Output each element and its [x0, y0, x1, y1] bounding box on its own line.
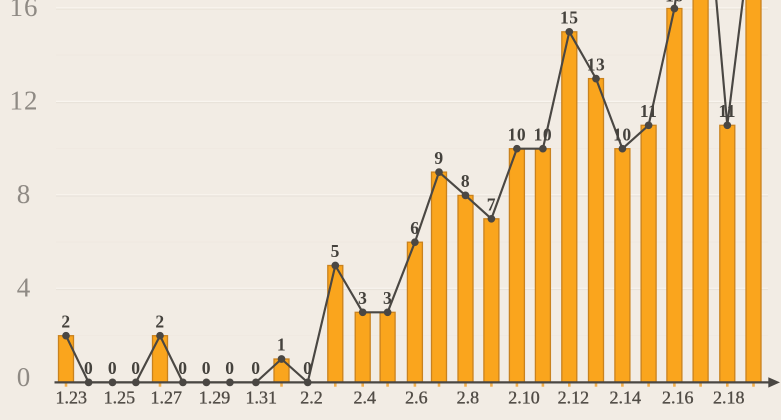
svg-text:2.10: 2.10 — [508, 388, 540, 408]
svg-text:9: 9 — [434, 148, 443, 168]
svg-text:1.27: 1.27 — [151, 388, 183, 408]
svg-text:0: 0 — [303, 358, 312, 378]
svg-text:15: 15 — [560, 8, 579, 28]
svg-text:4: 4 — [17, 272, 32, 302]
svg-text:6: 6 — [410, 218, 419, 238]
svg-text:0: 0 — [108, 358, 117, 378]
svg-text:1.29: 1.29 — [199, 388, 231, 408]
svg-text:10: 10 — [508, 124, 527, 144]
svg-text:7: 7 — [487, 195, 496, 215]
svg-text:8: 8 — [461, 171, 470, 191]
svg-text:16: 16 — [10, 0, 39, 22]
svg-text:2.4: 2.4 — [354, 388, 377, 408]
svg-text:0: 0 — [84, 358, 93, 378]
svg-text:3: 3 — [383, 288, 392, 308]
svg-text:0: 0 — [225, 358, 234, 378]
svg-text:2.18: 2.18 — [713, 388, 745, 408]
svg-text:2.6: 2.6 — [405, 388, 428, 408]
svg-text:1.25: 1.25 — [104, 388, 136, 408]
svg-text:5: 5 — [331, 241, 340, 261]
svg-text:0: 0 — [202, 358, 211, 378]
svg-text:2: 2 — [61, 311, 70, 331]
svg-text:0: 0 — [17, 362, 32, 392]
svg-text:2: 2 — [155, 311, 164, 331]
svg-text:11: 11 — [719, 101, 737, 121]
svg-text:1: 1 — [277, 335, 286, 355]
svg-text:2.8: 2.8 — [457, 388, 480, 408]
svg-text:0: 0 — [251, 358, 260, 378]
svg-text:16: 16 — [665, 0, 684, 6]
svg-text:0: 0 — [178, 358, 187, 378]
svg-text:10: 10 — [534, 124, 553, 144]
svg-text:8: 8 — [17, 179, 32, 209]
svg-text:2.16: 2.16 — [662, 388, 694, 408]
svg-text:1.31: 1.31 — [245, 388, 277, 408]
svg-text:0: 0 — [131, 358, 140, 378]
svg-text:11: 11 — [640, 101, 658, 121]
svg-text:2.2: 2.2 — [300, 388, 323, 408]
svg-text:1.23: 1.23 — [56, 388, 88, 408]
svg-text:3: 3 — [358, 288, 367, 308]
svg-text:12: 12 — [10, 85, 39, 115]
svg-text:2.12: 2.12 — [558, 388, 590, 408]
svg-text:10: 10 — [613, 124, 632, 144]
svg-text:13: 13 — [587, 54, 606, 74]
svg-text:2.14: 2.14 — [610, 388, 642, 408]
